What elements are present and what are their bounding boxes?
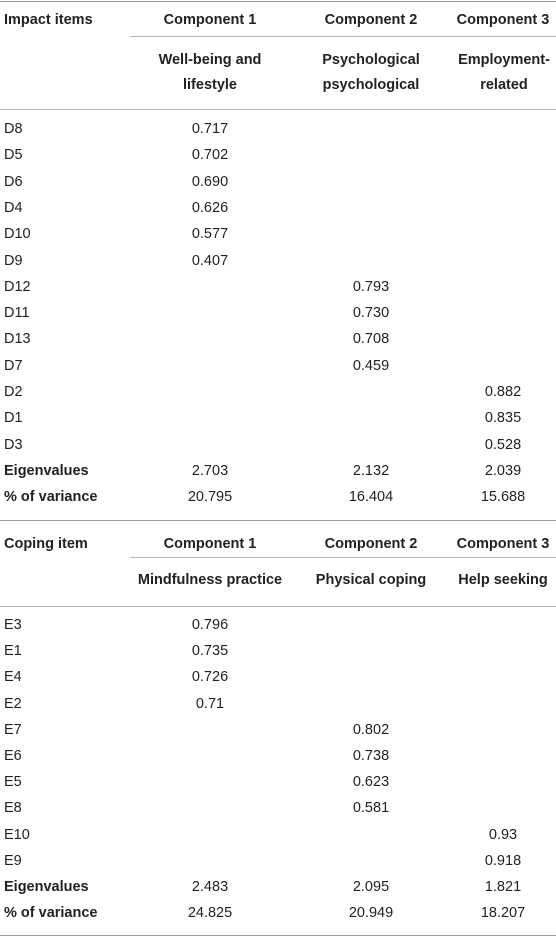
table-row-label: E2	[4, 695, 22, 712]
component-3-subheader: Employment-related	[458, 52, 550, 93]
eigenvalues-row-label: Eigenvalues	[4, 462, 89, 479]
component-1-header: Component 1	[163, 12, 257, 28]
eigenvalues-row-component-2: 2.132	[352, 462, 390, 479]
eigenvalues-row-component-3: 1.821	[484, 879, 522, 895]
variance-row-component-1: 24.825	[187, 905, 233, 922]
table-row-label: D9	[4, 252, 23, 269]
header2-bottom-rule	[0, 606, 556, 607]
variance-row-label: % of variance	[4, 905, 98, 922]
table-row-component-1: 0.717	[191, 121, 229, 137]
table-row-label: E8	[4, 800, 22, 817]
variance-row-component-3: 18.207	[480, 905, 526, 922]
table-row-component-2: 0.802	[352, 721, 390, 738]
table-row-label: E3	[4, 617, 22, 633]
table-top-rule	[0, 1, 556, 2]
table-row-component-3: 0.882	[484, 384, 522, 400]
header-subrule	[130, 36, 556, 37]
table-row-label: D4	[4, 199, 23, 216]
eigenvalues-row-component-2: 2.095	[352, 879, 390, 895]
table-row-label: E4	[4, 669, 22, 686]
table-row-component-1: 0.71	[195, 695, 225, 712]
variance-row-component-3: 15.688	[480, 489, 526, 506]
component-1-header: Component 1	[163, 536, 257, 552]
component-3-header: Component 3	[456, 12, 550, 28]
variance-row-label: % of variance	[4, 489, 98, 506]
table-row-component-2: 0.738	[352, 748, 390, 764]
table-row-label: D2	[4, 384, 23, 400]
variance-row-component-2: 16.404	[348, 489, 394, 506]
table-row-label: E5	[4, 774, 22, 791]
table-row-component-2: 0.708	[352, 331, 390, 348]
component-2-subheader: Psychological psychological	[322, 52, 420, 93]
table-row-component-2: 0.581	[352, 800, 390, 817]
table-row-label: E10	[4, 826, 30, 843]
table-row-label: E6	[4, 748, 22, 764]
table-row-label: E9	[4, 852, 22, 869]
table-row-component-2: 0.459	[352, 357, 390, 374]
table-row-component-2: 0.793	[352, 278, 390, 295]
table-row-label: D13	[4, 331, 31, 348]
table-row-component-1: 0.796	[191, 617, 229, 633]
table-row-component-3: 0.835	[484, 410, 522, 427]
component-1-subheader: Well-being and lifestyle	[158, 52, 262, 93]
component-2-header: Component 2	[324, 12, 418, 28]
table-row-label: D12	[4, 278, 31, 295]
table-row-component-1: 0.735	[191, 643, 229, 660]
impact-items-header: Impact items	[4, 12, 93, 28]
eigenvalues-row-component-1: 2.703	[191, 462, 229, 479]
table-row-label: E1	[4, 643, 22, 660]
table-row-label: D7	[4, 357, 23, 374]
component-3-subheader: Help seeking	[458, 572, 548, 588]
table-row-component-3: 0.93	[488, 826, 518, 843]
table-row-label: D3	[4, 436, 23, 453]
header-bottom-rule	[0, 109, 556, 110]
component-3-header: Component 3	[456, 536, 550, 552]
section-divider-rule	[0, 520, 556, 521]
header2-subrule	[130, 557, 556, 558]
variance-row-component-1: 20.795	[187, 489, 233, 506]
table-row-component-2: 0.623	[352, 774, 390, 791]
table-row-label: D1	[4, 410, 23, 427]
variance-row-component-2: 20.949	[348, 905, 394, 922]
table-row-component-3: 0.528	[484, 436, 522, 453]
table-row-component-2: 0.730	[352, 305, 390, 322]
table-row-component-1: 0.726	[191, 669, 229, 686]
table-row-label: D10	[4, 226, 31, 243]
table-row-label: D8	[4, 121, 23, 137]
coping-item-header: Coping item	[4, 536, 88, 552]
table-row-component-3: 0.918	[484, 852, 522, 869]
component-2-subheader: Physical coping	[315, 572, 427, 588]
component-1-subheader: Mindfulness practice	[137, 572, 283, 588]
table-row-label: D11	[4, 305, 30, 322]
eigenvalues-row-label: Eigenvalues	[4, 879, 89, 895]
table-row-label: D5	[4, 147, 23, 164]
table-row-label: D6	[4, 173, 23, 190]
table-row-component-1: 0.702	[191, 147, 229, 164]
eigenvalues-row-component-1: 2.483	[191, 879, 229, 895]
table-row-label: E7	[4, 721, 22, 738]
component-2-header: Component 2	[324, 536, 418, 552]
table-row-component-1: 0.690	[191, 173, 229, 190]
table-row-component-1: 0.577	[191, 226, 229, 243]
table-row-component-1: 0.626	[191, 199, 229, 216]
table-bottom-rule	[0, 935, 556, 936]
table-row-component-1: 0.407	[191, 252, 229, 269]
eigenvalues-row-component-3: 2.039	[484, 462, 522, 479]
